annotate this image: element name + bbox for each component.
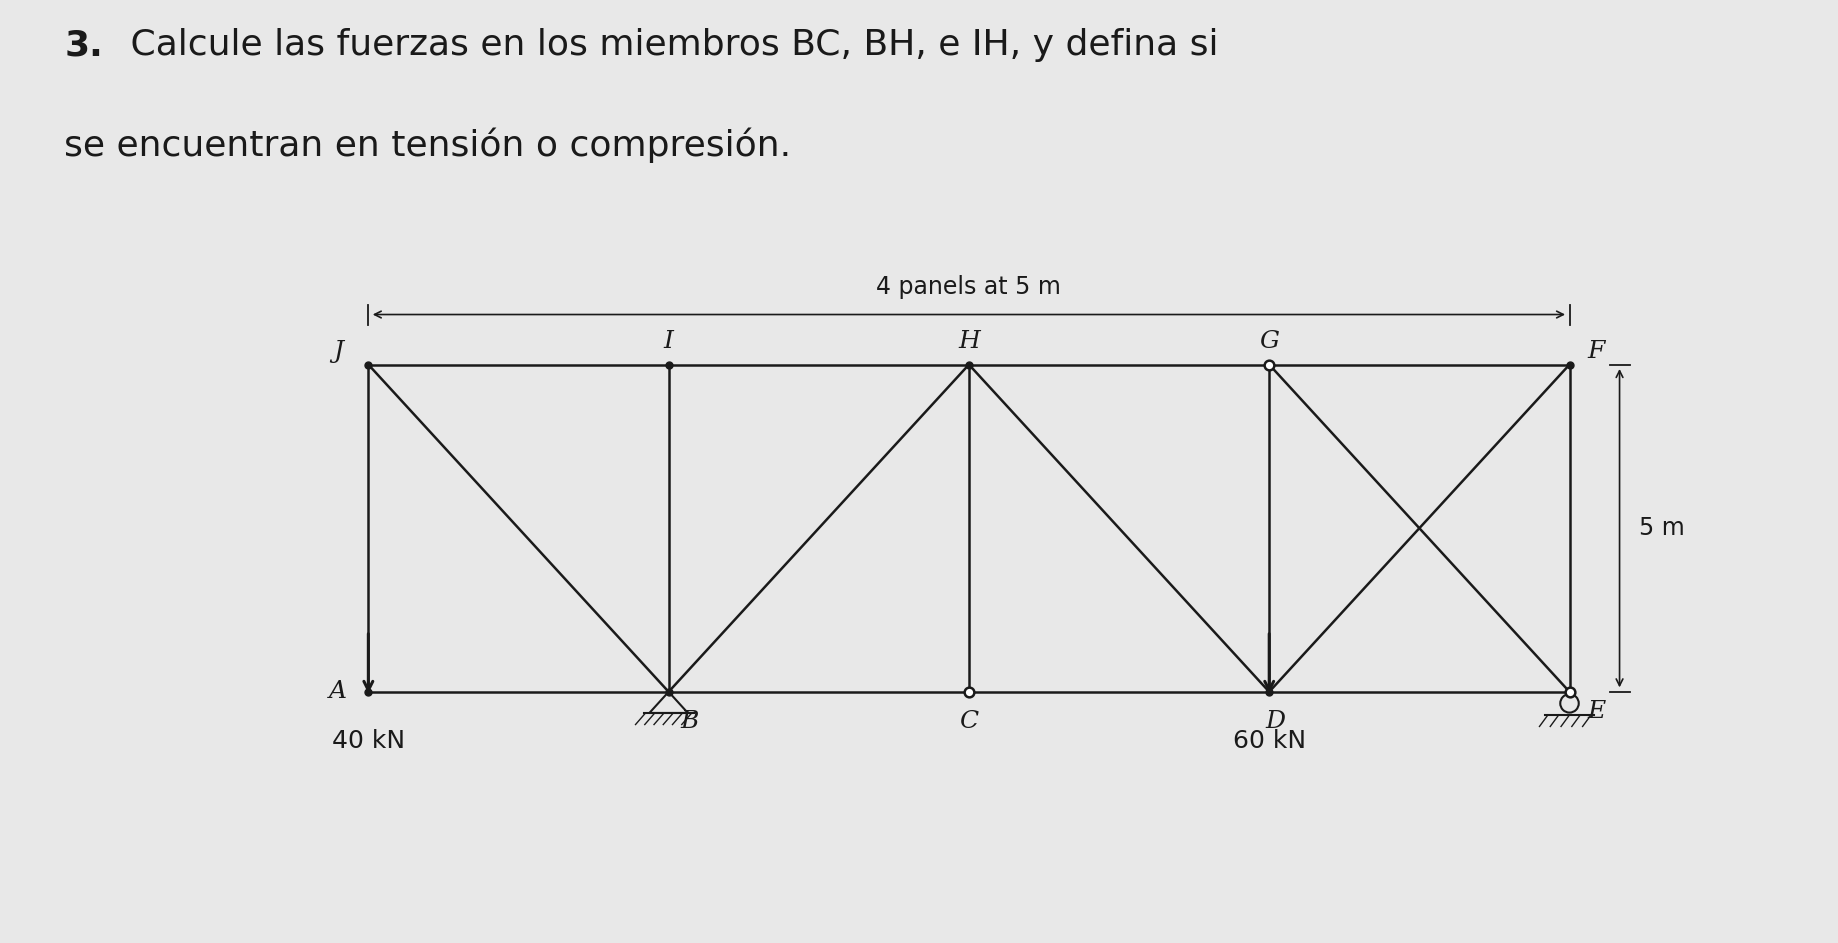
Text: D: D <box>1265 710 1285 733</box>
Text: Calcule las fuerzas en los miembros BC, BH, e IH, y defina si: Calcule las fuerzas en los miembros BC, … <box>119 28 1219 62</box>
Text: B: B <box>680 710 698 733</box>
Text: 40 kN: 40 kN <box>333 729 404 753</box>
Text: A: A <box>329 680 347 703</box>
Text: 4 panels at 5 m: 4 panels at 5 m <box>877 275 1061 299</box>
Text: 60 kN: 60 kN <box>1233 729 1305 753</box>
Text: H: H <box>958 330 980 354</box>
Text: 5 m: 5 m <box>1639 516 1685 540</box>
Text: se encuentran en tensión o compresión.: se encuentran en tensión o compresión. <box>64 127 792 163</box>
Text: F: F <box>1588 340 1605 363</box>
Text: C: C <box>959 710 978 733</box>
Text: 3.: 3. <box>64 28 103 62</box>
Text: G: G <box>1259 330 1279 354</box>
Text: E: E <box>1588 700 1606 723</box>
Text: J: J <box>333 340 344 363</box>
Text: I: I <box>664 330 673 354</box>
